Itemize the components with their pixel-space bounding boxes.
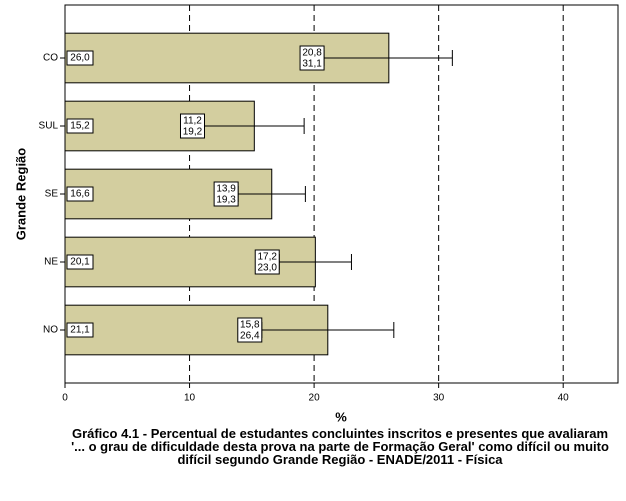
value-label: 20,1 <box>70 257 90 268</box>
value-label: 15,2 <box>70 121 90 132</box>
y-tick-label: NO <box>43 325 58 336</box>
chart: Grande Região % 0 10 20 30 40 CO 26,0 20,831,1 S… <box>13 4 619 424</box>
ci-high-label: 23,0 <box>257 263 277 274</box>
y-tick-label: NE <box>44 257 58 268</box>
value-label-box <box>66 254 94 270</box>
value-label-box <box>66 322 94 338</box>
x-tick-label: 40 <box>558 393 570 404</box>
value-label-box <box>66 186 94 202</box>
ci-high-label: 26,4 <box>240 331 260 342</box>
ci-label-box <box>213 181 239 207</box>
y-tick-label: SE <box>45 189 59 200</box>
x-axis-title: % <box>335 409 347 424</box>
x-tick-label: 20 <box>309 393 321 404</box>
value-label: 26,0 <box>70 53 90 64</box>
value-label-box <box>66 118 94 134</box>
ci-low-label: 13,9 <box>216 184 236 195</box>
ci-label-box <box>179 113 205 139</box>
ci-high-label: 31,1 <box>302 59 322 70</box>
ci-low-label: 17,2 <box>257 252 277 263</box>
x-tick-label: 10 <box>184 393 196 404</box>
x-tick-label: 30 <box>433 393 445 404</box>
chart-title: Gráfico 4.1 - Percentual de estudantes c… <box>71 426 609 467</box>
ci-label-box <box>237 317 263 343</box>
ci-low-label: 11,2 <box>183 116 202 127</box>
value-label: 21,1 <box>70 325 90 336</box>
ci-high-label: 19,2 <box>183 127 203 138</box>
x-tick-label: 0 <box>62 393 68 404</box>
ci-low-label: 15,8 <box>240 320 260 331</box>
value-label-box <box>66 50 94 66</box>
y-tick-label: CO <box>43 53 58 64</box>
ci-low-label: 20,8 <box>302 48 322 59</box>
ci-label-box <box>254 249 280 275</box>
y-axis-title: Grande Região <box>13 148 28 241</box>
ci-label-box <box>299 45 325 71</box>
ci-high-label: 19,3 <box>216 195 236 206</box>
y-tick-label: SUL <box>39 121 59 132</box>
value-label: 16,6 <box>70 189 90 200</box>
